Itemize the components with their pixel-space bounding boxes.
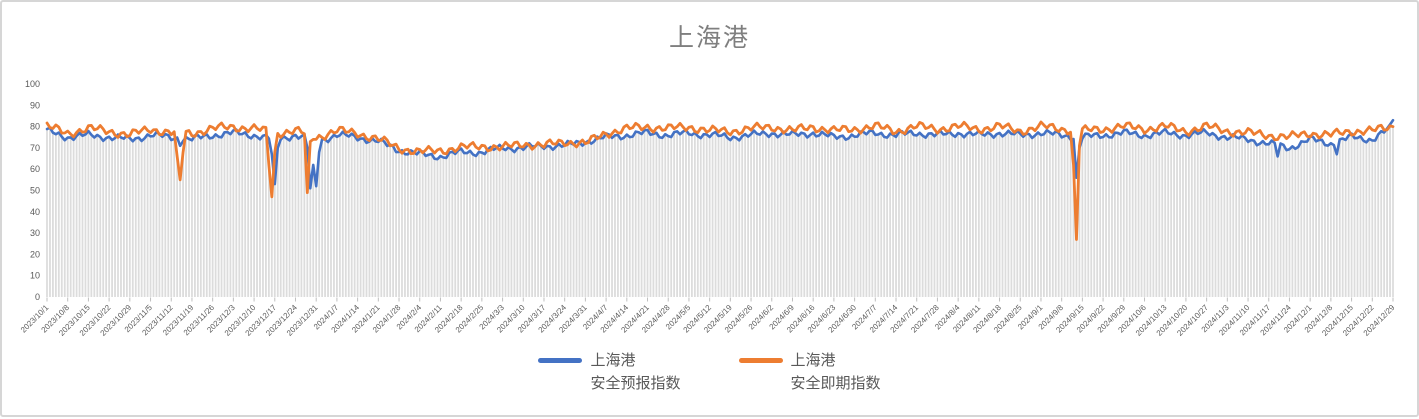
- svg-text:40: 40: [30, 207, 40, 217]
- series-line-safety-spot-index: [45, 120, 1395, 241]
- svg-text:70: 70: [30, 143, 40, 153]
- drop-lines: [46, 125, 1394, 297]
- legend-swatch-orange-line: [738, 358, 783, 363]
- legend-label-safety-spot-index: 上海港 安全即期指数: [790, 352, 881, 393]
- legend-swatch-blue-line: [538, 358, 583, 363]
- legend-label-safety-forecast-index: 上海港 安全预报指数: [590, 352, 681, 393]
- legend-item-safety-spot-index[interactable]: 上海港 安全即期指数: [738, 349, 881, 396]
- legend-item-safety-forecast-index[interactable]: 上海港 安全预报指数: [538, 349, 681, 396]
- x-axis-ticks: [46, 297, 1394, 302]
- svg-text:30: 30: [30, 228, 40, 238]
- x-axis-labels: 2023/10/12023/10/82023/10/152023/10/2220…: [19, 303, 1397, 338]
- svg-text:0: 0: [35, 292, 40, 302]
- series-line-safety-forecast-index: [45, 118, 1395, 190]
- svg-text:10: 10: [30, 271, 40, 281]
- svg-text:60: 60: [30, 164, 40, 174]
- svg-text:50: 50: [30, 186, 40, 196]
- legend: 上海港 安全预报指数 上海港 安全即期指数: [2, 349, 1417, 396]
- chart-title: 上海港: [668, 24, 750, 52]
- svg-text:90: 90: [30, 100, 40, 110]
- y-axis-labels: 0 10 20 30 40 50 60 70 80 90 100: [25, 79, 40, 302]
- svg-text:20: 20: [30, 249, 40, 259]
- svg-text:80: 80: [30, 122, 40, 132]
- svg-text:100: 100: [25, 79, 40, 89]
